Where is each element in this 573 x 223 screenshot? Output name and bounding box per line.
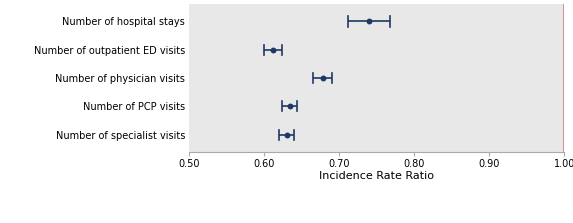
- Point: [269, 48, 278, 52]
- Point: [282, 133, 291, 136]
- Point: [285, 105, 295, 108]
- Point: [318, 76, 327, 80]
- X-axis label: Incidence Rate Ratio: Incidence Rate Ratio: [319, 171, 434, 181]
- Point: [364, 20, 374, 23]
